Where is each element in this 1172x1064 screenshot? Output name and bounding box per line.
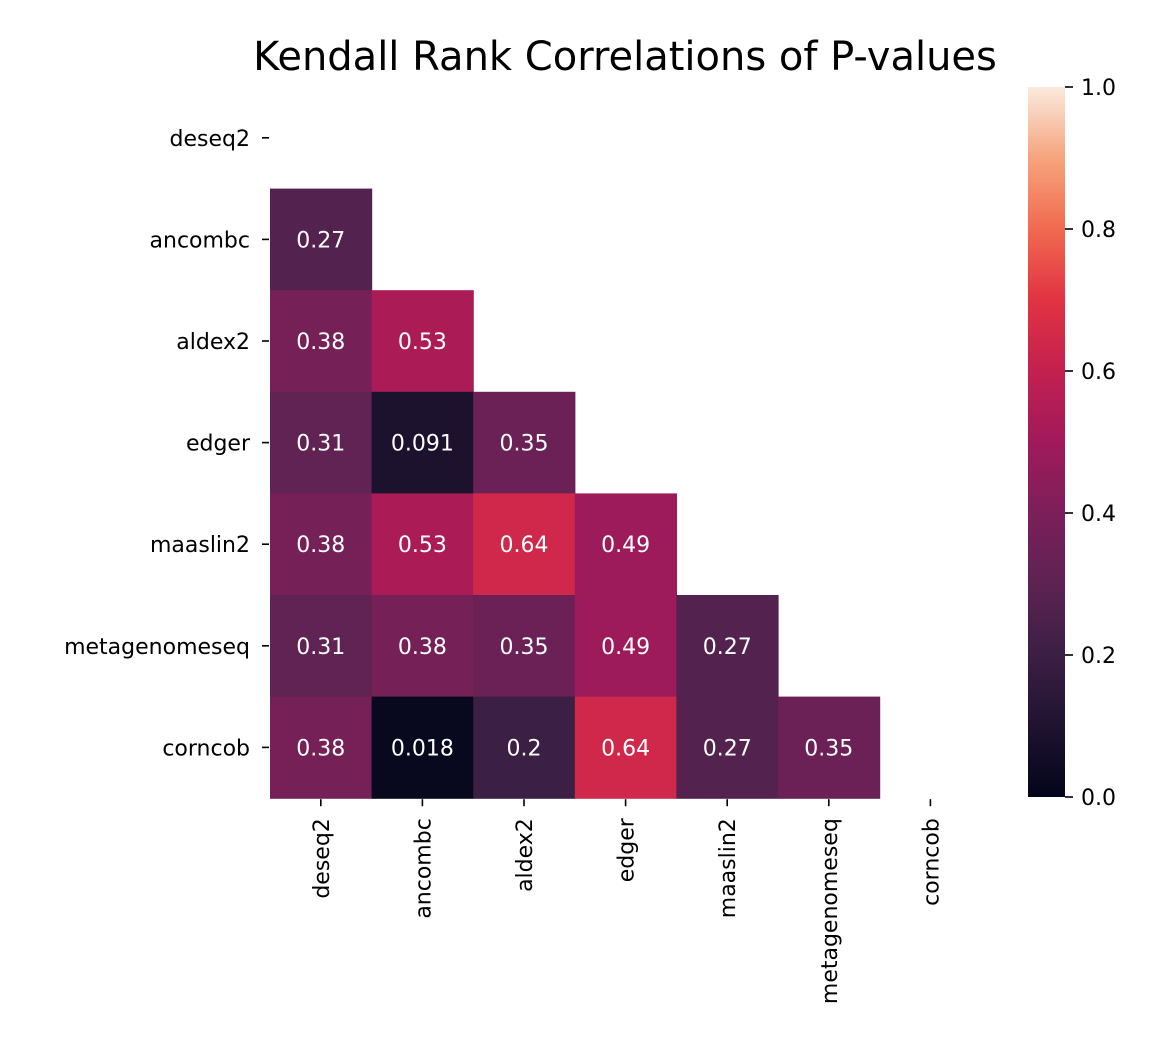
cell-value-metagenomeseq-ancombc: 0.38 (398, 635, 447, 660)
heatmap-cell-corncob-maaslin2 (676, 696, 779, 799)
cell-value-edger-deseq2: 0.31 (296, 432, 345, 457)
heatmap-cell-maaslin2-aldex2 (473, 493, 576, 596)
heatmap-cell-corncob-aldex2 (473, 696, 576, 799)
heatmap-cell-metagenomeseq-edger (574, 595, 677, 698)
heatmap-cell-maaslin2-ancombc (371, 493, 474, 596)
y-tick-label-edger: edger (186, 432, 251, 457)
cell-value-maaslin2-aldex2: 0.64 (500, 533, 549, 558)
heatmap-cell-corncob-metagenomeseq (778, 696, 881, 799)
heatmap-cell-metagenomeseq-deseq2 (270, 595, 373, 698)
heatmap-cell-aldex2-ancombc (371, 290, 474, 393)
heatmap-cell-corncob-edger (574, 696, 677, 799)
heatmap-cell-maaslin2-edger (574, 493, 677, 596)
cell-value-metagenomeseq-edger: 0.49 (601, 635, 650, 660)
y-axis: deseq2 ancombc aldex2 edger maaslin2 metageno… (64, 127, 269, 761)
y-tick-label-deseq2: deseq2 (170, 127, 250, 152)
x-tick-label-maaslin2: maaslin2 (716, 818, 741, 918)
heatmap-cell-labels: 0.27 0.38 0.53 0.31 0.091 0.35 0.38 0.53 0.64 0.4… (296, 228, 853, 761)
heatmap-cell-maaslin2-deseq2 (270, 493, 373, 596)
cell-value-metagenomeseq-deseq2: 0.31 (296, 635, 345, 660)
cell-value-corncob-aldex2: 0.2 (507, 736, 542, 761)
y-tick-label-metagenomeseq: metagenomeseq (64, 635, 250, 660)
x-tick-label-corncob: corncob (919, 818, 944, 906)
y-tick-label-maaslin2: maaslin2 (150, 533, 250, 558)
heatmap-cell-corncob-deseq2 (270, 696, 373, 799)
colorbar-tick-label-0.2: 0.2 (1081, 644, 1116, 669)
x-tick-label-aldex2: aldex2 (513, 818, 538, 892)
y-tick-label-corncob: corncob (162, 736, 250, 761)
cell-value-aldex2-deseq2: 0.38 (296, 330, 345, 355)
heatmap-cell-corncob-ancombc (371, 696, 474, 799)
x-tick-label-edger: edger (615, 817, 640, 882)
cell-value-maaslin2-edger: 0.49 (601, 533, 650, 558)
x-tick-label-ancombc: ancombc (411, 818, 436, 918)
cell-value-metagenomeseq-aldex2: 0.35 (500, 635, 549, 660)
colorbar-tick-label-1.0: 1.0 (1081, 76, 1116, 101)
y-tick-label-ancombc: ancombc (150, 228, 250, 253)
heatmap-cell-aldex2-deseq2 (270, 290, 373, 393)
cell-value-aldex2-ancombc: 0.53 (398, 330, 447, 355)
colorbar-tick-label-0.0: 0.0 (1081, 786, 1116, 811)
cell-value-corncob-deseq2: 0.38 (296, 736, 345, 761)
heatmap-cell-ancombc-deseq2 (270, 188, 373, 291)
x-axis: deseq2 ancombc aldex2 edger maaslin2 metageno… (310, 799, 944, 1004)
chart-title: Kendall Rank Correlations of P-values (253, 34, 997, 80)
cell-value-corncob-maaslin2: 0.27 (703, 736, 752, 761)
heatmap-cell-edger-deseq2 (270, 391, 373, 494)
cell-value-maaslin2-deseq2: 0.38 (296, 533, 345, 558)
cell-value-edger-aldex2: 0.35 (500, 432, 549, 457)
heatmap-cells (270, 188, 881, 799)
x-tick-label-deseq2: deseq2 (310, 818, 335, 898)
cell-value-ancombc-deseq2: 0.27 (296, 228, 345, 253)
cell-value-corncob-metagenomeseq: 0.35 (804, 736, 853, 761)
heatmap-cell-metagenomeseq-ancombc (371, 595, 474, 698)
heatmap-cell-edger-ancombc (371, 391, 474, 494)
cell-value-corncob-edger: 0.64 (601, 736, 650, 761)
colorbar-tick-label-0.6: 0.6 (1081, 360, 1116, 385)
colorbar-tick-label-0.8: 0.8 (1081, 218, 1116, 243)
cell-value-metagenomeseq-maaslin2: 0.27 (703, 635, 752, 660)
cell-value-maaslin2-ancombc: 0.53 (398, 533, 447, 558)
heatmap-cell-metagenomeseq-maaslin2 (676, 595, 779, 698)
colorbar-tick-label-0.4: 0.4 (1081, 502, 1116, 527)
y-tick-label-aldex2: aldex2 (176, 330, 250, 355)
heatmap-cell-metagenomeseq-aldex2 (473, 595, 576, 698)
x-tick-label-metagenomeseq: metagenomeseq (818, 818, 843, 1004)
heatmap-cell-edger-aldex2 (473, 391, 576, 494)
colorbar (1028, 87, 1065, 797)
cell-value-edger-ancombc: 0.091 (391, 432, 454, 457)
cell-value-corncob-ancombc: 0.018 (391, 736, 454, 761)
colorbar-axis: 0.0 0.2 0.4 0.6 0.8 1.0 (1065, 76, 1116, 811)
